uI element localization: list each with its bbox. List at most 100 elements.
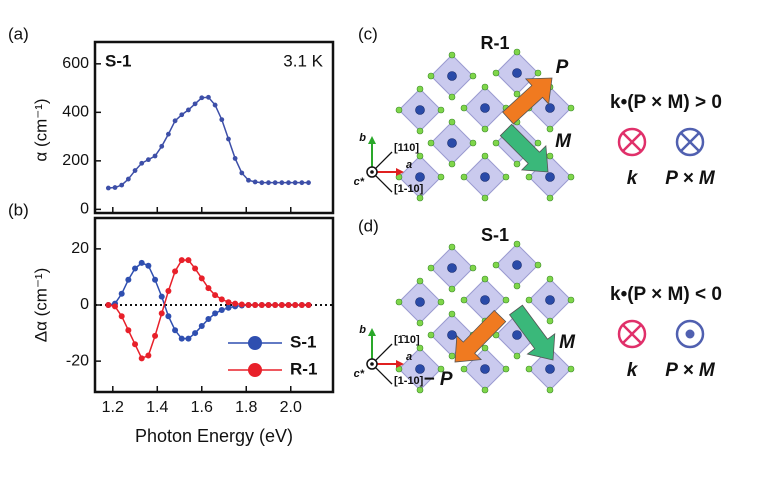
data-point bbox=[132, 341, 139, 348]
metal-atom bbox=[545, 103, 555, 113]
axis-label: a bbox=[406, 159, 412, 171]
data-point bbox=[152, 153, 158, 159]
metal-atom bbox=[415, 297, 425, 307]
ligand-atom bbox=[437, 173, 445, 181]
data-point bbox=[212, 310, 219, 317]
pxm-dot bbox=[685, 329, 695, 339]
ligand-atom bbox=[481, 344, 489, 352]
k-cross bbox=[622, 132, 642, 152]
data-point bbox=[192, 330, 199, 337]
data-point bbox=[158, 293, 165, 300]
data-point bbox=[145, 262, 152, 269]
ligand-atom bbox=[427, 331, 435, 339]
data-point bbox=[118, 290, 125, 297]
vector-arrow bbox=[509, 304, 556, 361]
axis-label: b bbox=[359, 132, 366, 144]
data-point bbox=[279, 180, 285, 186]
data-point bbox=[192, 265, 199, 272]
ligand-atom bbox=[513, 90, 521, 98]
pxm-symbol bbox=[675, 319, 705, 349]
data-point bbox=[138, 355, 145, 362]
metal-atom bbox=[545, 295, 555, 305]
data-point bbox=[158, 310, 165, 317]
metal-atom bbox=[447, 330, 457, 340]
axis-label: b bbox=[359, 324, 366, 336]
data-point bbox=[192, 101, 198, 107]
relation: k•(P × M) < 0 bbox=[610, 284, 722, 305]
data-point bbox=[225, 304, 232, 311]
ligand-atom bbox=[427, 264, 435, 272]
ligand-atom bbox=[492, 139, 500, 147]
data-point bbox=[219, 117, 225, 123]
metal-atom bbox=[447, 138, 457, 148]
data-point bbox=[272, 180, 278, 186]
data-point bbox=[172, 327, 179, 334]
data-point bbox=[218, 307, 225, 314]
ligand-atom bbox=[460, 104, 468, 112]
ligand-atom bbox=[416, 386, 424, 394]
ligand-atom bbox=[437, 365, 445, 373]
data-point bbox=[206, 94, 211, 100]
ligand-atom bbox=[513, 240, 521, 248]
metal-atom bbox=[447, 71, 457, 81]
data-point bbox=[186, 107, 191, 113]
y-tick-label: 20 bbox=[71, 240, 89, 257]
ligand-atom bbox=[534, 139, 542, 147]
ligand-atom bbox=[567, 296, 575, 304]
metal-atom bbox=[447, 263, 457, 273]
data-point bbox=[165, 287, 172, 294]
x-tick-label: 2.0 bbox=[280, 399, 302, 416]
ligand-atom bbox=[395, 106, 403, 114]
metal-atom bbox=[512, 330, 522, 340]
plot-frame bbox=[93, 40, 335, 215]
data-point bbox=[198, 323, 205, 330]
panel-label: (c) bbox=[358, 24, 378, 43]
data-point bbox=[125, 327, 132, 334]
axis-label: [1-10] bbox=[394, 183, 424, 195]
data-point bbox=[306, 180, 311, 186]
data-point bbox=[166, 131, 171, 137]
ligand-atom bbox=[525, 173, 533, 181]
data-point bbox=[298, 302, 305, 308]
data-point bbox=[119, 182, 125, 188]
x-tick-label: 1.8 bbox=[235, 399, 257, 416]
axis-label: [110] bbox=[394, 142, 419, 154]
data-point bbox=[132, 168, 138, 173]
data-point bbox=[246, 177, 251, 183]
ligand-atom bbox=[513, 352, 521, 360]
ligand-atom bbox=[546, 152, 554, 160]
y-tick-label: -20 bbox=[66, 352, 89, 369]
legend-label: R-1 bbox=[290, 359, 317, 378]
ligand-atom bbox=[481, 125, 489, 133]
ligand-atom bbox=[448, 160, 456, 168]
data-point bbox=[152, 332, 159, 339]
panel-label: (d) bbox=[358, 216, 379, 235]
metal-atom bbox=[545, 172, 555, 182]
ligand-atom bbox=[448, 93, 456, 101]
data-point bbox=[292, 302, 299, 308]
ligand-atom bbox=[534, 69, 542, 77]
ligand-atom bbox=[481, 83, 489, 91]
panel-label: (a) bbox=[8, 24, 29, 43]
data-point bbox=[232, 300, 239, 307]
data-point bbox=[205, 316, 212, 323]
axis-label: c* bbox=[354, 368, 365, 380]
legend-marker bbox=[248, 336, 262, 350]
data-point bbox=[232, 156, 238, 161]
symbol-label: k bbox=[627, 360, 639, 381]
y-axis-label: α (cm⁻¹) bbox=[31, 98, 50, 161]
data-point bbox=[112, 185, 118, 190]
x-tick-label: 1.2 bbox=[102, 399, 124, 416]
ligand-atom bbox=[469, 264, 477, 272]
ligand-atom bbox=[469, 139, 477, 147]
data-point bbox=[278, 302, 285, 308]
symbol-label: P × M bbox=[665, 168, 716, 189]
vector-arrow bbox=[454, 309, 507, 363]
axis-label: [1-10] bbox=[394, 375, 424, 387]
ligand-atom bbox=[448, 285, 456, 293]
metal-atom bbox=[415, 364, 425, 374]
vector-label: M bbox=[559, 332, 576, 353]
data-point bbox=[125, 176, 131, 182]
metal-atom bbox=[480, 364, 490, 374]
ligand-atom bbox=[416, 85, 424, 93]
